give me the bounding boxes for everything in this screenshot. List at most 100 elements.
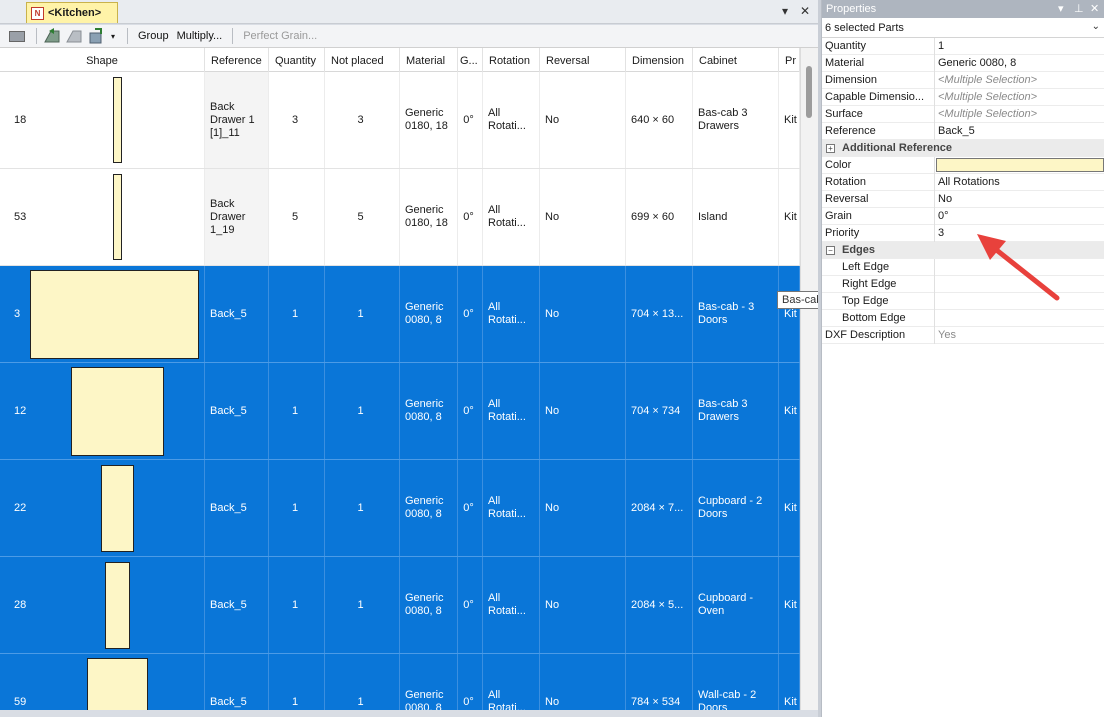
close-panel-icon[interactable]: ✕: [1090, 3, 1100, 15]
column-header-shape[interactable]: Shape: [0, 48, 205, 72]
table-row[interactable]: 59 Back_5 1 1 Generic 0080, 8 0° All Rotati...…: [0, 654, 800, 710]
property-value[interactable]: 3: [938, 227, 945, 239]
tab-list-dropdown-icon[interactable]: ▾: [782, 4, 789, 18]
priority-cell: Kit: [779, 169, 800, 265]
multiply-button[interactable]: Multiply...: [176, 30, 223, 42]
close-document-icon[interactable]: ✕: [800, 4, 811, 18]
priority-cell: Kit: [779, 72, 800, 168]
column-header-reference[interactable]: Reference: [205, 48, 269, 72]
property-divider: [934, 55, 935, 72]
property-name: Reversal: [825, 193, 869, 205]
shape-cell: [0, 266, 205, 362]
chevron-down-icon[interactable]: ⌄: [1091, 21, 1100, 32]
property-section-additional-references[interactable]: + Additional References: [822, 140, 1104, 157]
column-header-not-placed[interactable]: Not placed: [325, 48, 400, 72]
property-row-right-edge[interactable]: Right Edge: [822, 276, 1104, 293]
not-placed-cell: 1: [325, 557, 400, 653]
column-header-cabinet[interactable]: Cabinet: [693, 48, 779, 72]
property-value[interactable]: Generic 0080, 8: [938, 57, 1017, 69]
add-part-icon[interactable]: [43, 28, 61, 44]
column-header-dimension[interactable]: Dimension: [626, 48, 693, 72]
expand-icon[interactable]: +: [826, 144, 835, 153]
property-row-dxf-description[interactable]: DXF Description Yes: [822, 327, 1104, 344]
property-value[interactable]: [938, 293, 1102, 310]
property-row-capable-dimensio[interactable]: Capable Dimensio... <Multiple Selection>: [822, 89, 1104, 106]
rotation-cell: All Rotati...: [483, 654, 540, 710]
property-row-reversal[interactable]: Reversal No: [822, 191, 1104, 208]
property-name: Priority: [825, 227, 860, 239]
property-divider: [934, 276, 935, 293]
property-row-top-edge[interactable]: Top Edge: [822, 293, 1104, 310]
grain-cell: 0°: [458, 72, 483, 168]
table-row[interactable]: 28 Back_5 1 1 Generic 0080, 8 0° All Rotati...…: [0, 557, 800, 654]
column-header-grain[interactable]: G...: [458, 48, 483, 72]
property-value[interactable]: 1: [938, 40, 945, 52]
collapse-icon[interactable]: −: [826, 246, 835, 255]
property-value[interactable]: All Rotations: [938, 176, 1000, 188]
reference-cell: Back_5: [205, 557, 269, 653]
property-row-priority[interactable]: Priority 3: [822, 225, 1104, 242]
property-value[interactable]: [938, 276, 1102, 293]
grid-vertical-scrollbar[interactable]: [800, 48, 818, 710]
property-value[interactable]: <Multiple Selection>: [938, 108, 1038, 120]
property-value[interactable]: [938, 310, 1102, 327]
property-value[interactable]: Yes: [938, 329, 956, 341]
reference-cell: Back_5: [205, 266, 269, 362]
perfect-grain-button[interactable]: Perfect Grain...: [243, 30, 318, 42]
table-row[interactable]: 53 Back Drawer 1_19 5 5 Generic 0180, 18 0° Al…: [0, 169, 800, 266]
property-value[interactable]: [938, 259, 1102, 276]
export-icon[interactable]: [87, 28, 105, 44]
pane-splitter[interactable]: [818, 0, 821, 717]
table-row[interactable]: 12 Back_5 1 1 Generic 0080, 8 0° All Rotati...…: [0, 363, 800, 460]
reference-cell: Back Drawer 1_19: [205, 169, 269, 265]
property-row-grain[interactable]: Grain 0°: [822, 208, 1104, 225]
reference-cell: Back_5: [205, 654, 269, 710]
property-row-left-edge[interactable]: Left Edge: [822, 259, 1104, 276]
property-row-quantity[interactable]: Quantity 1: [822, 38, 1104, 55]
property-row-rotation[interactable]: Rotation All Rotations: [822, 174, 1104, 191]
property-row-reference[interactable]: Reference Back_5: [822, 123, 1104, 140]
material-cell: Generic 0080, 8: [400, 654, 458, 710]
material-cell: Generic 0180, 18: [400, 169, 458, 265]
property-row-material[interactable]: Material Generic 0080, 8: [822, 55, 1104, 72]
table-row[interactable]: 3 Back_5 1 1 Generic 0080, 8 0° All Rotati... N…: [0, 266, 800, 363]
tab-kitchen[interactable]: N <Kitchen>: [26, 2, 118, 23]
property-divider: [934, 208, 935, 225]
property-value[interactable]: <Multiple Selection>: [938, 91, 1038, 103]
scrollbar-thumb[interactable]: [806, 66, 812, 118]
column-header-quantity[interactable]: Quantity: [269, 48, 325, 72]
edit-part-icon[interactable]: [65, 28, 83, 44]
column-header-reversal[interactable]: Reversal: [540, 48, 626, 72]
column-header-rotation[interactable]: Rotation: [483, 48, 540, 72]
reversal-cell: No: [540, 460, 626, 556]
property-section-edges[interactable]: − Edges: [822, 242, 1104, 259]
table-row[interactable]: 22 Back_5 1 1 Generic 0080, 8 0° All Rotati...…: [0, 460, 800, 557]
property-row-surface[interactable]: Surface <Multiple Selection>: [822, 106, 1104, 123]
property-row-color[interactable]: Color: [822, 157, 1104, 174]
property-value[interactable]: <Multiple Selection>: [938, 74, 1038, 86]
not-placed-cell: 1: [325, 363, 400, 459]
property-name: Right Edge: [842, 278, 897, 290]
property-row-bottom-edge[interactable]: Bottom Edge: [822, 310, 1104, 327]
not-placed-cell: 1: [325, 654, 400, 710]
dimension-cell: 699 × 60: [626, 169, 693, 265]
export-dropdown-icon[interactable]: ▾: [110, 31, 115, 41]
color-swatch[interactable]: [936, 158, 1104, 172]
column-header-priority[interactable]: Pr: [779, 48, 800, 72]
parts-view-icon[interactable]: [8, 28, 26, 44]
shape-cell: [0, 654, 205, 710]
property-value[interactable]: Back_5: [938, 125, 975, 137]
priority-cell: Kit: [779, 460, 800, 556]
cabinet-cell: Cupboard - 2 Doors: [693, 460, 779, 556]
property-value[interactable]: 0°: [938, 210, 949, 222]
pin-icon[interactable]: ⊥: [1074, 3, 1084, 15]
property-value[interactable]: No: [938, 193, 953, 205]
panel-menu-icon[interactable]: ▾: [1058, 3, 1064, 15]
not-placed-cell: 5: [325, 169, 400, 265]
group-button[interactable]: Group: [138, 30, 169, 42]
grain-cell: 0°: [458, 654, 483, 710]
column-header-material[interactable]: Material: [400, 48, 458, 72]
table-row[interactable]: 18 Back Drawer 1 [1]_11 3 3 Generic 0180, 18…: [0, 72, 800, 169]
selection-dropdown[interactable]: 6 selected Parts ⌄: [822, 18, 1104, 38]
property-row-dimension[interactable]: Dimension <Multiple Selection>: [822, 72, 1104, 89]
